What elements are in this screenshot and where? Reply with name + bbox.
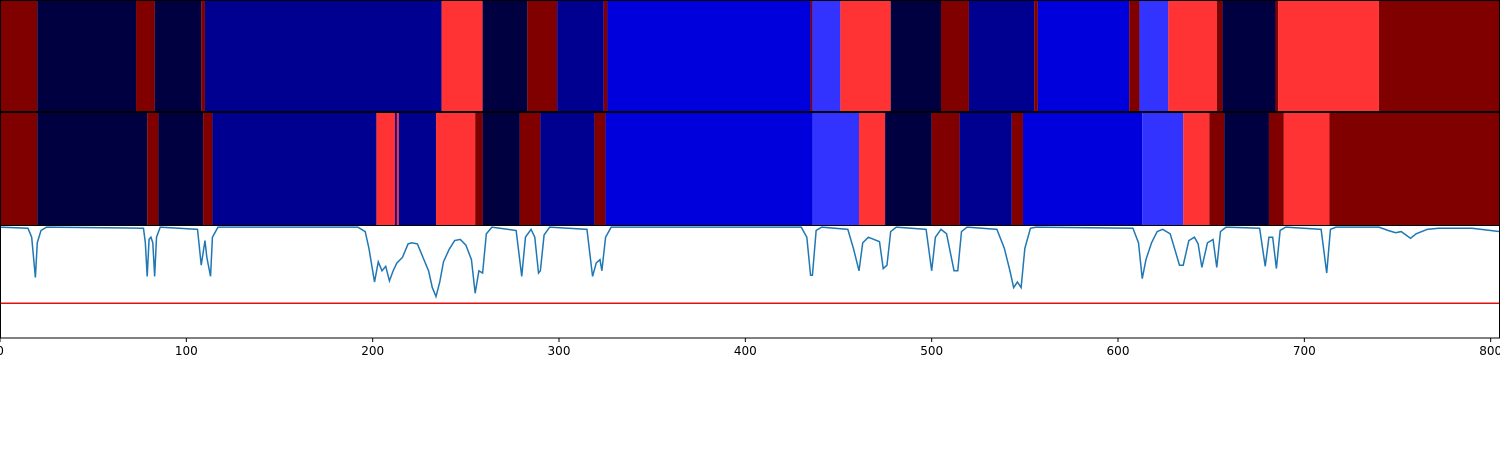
segment <box>890 1 941 111</box>
segment <box>1222 1 1276 111</box>
segment <box>527 1 558 111</box>
segment <box>1275 1 1279 111</box>
segment <box>1216 1 1223 111</box>
segment <box>212 113 377 225</box>
segment <box>1224 113 1269 225</box>
segment <box>201 1 205 111</box>
segment <box>540 113 595 225</box>
segment <box>136 1 155 111</box>
x-tick-label: 600 <box>1107 344 1130 358</box>
x-tick-label: 200 <box>361 344 384 358</box>
x-tick-label: 700 <box>1293 344 1316 358</box>
segment <box>968 1 1035 111</box>
segment <box>607 1 811 111</box>
panel-frame <box>0 225 1500 339</box>
segment <box>482 1 528 111</box>
segment <box>1268 113 1284 225</box>
segment <box>940 1 969 111</box>
segment <box>1011 113 1023 225</box>
segment <box>396 113 399 225</box>
segment <box>158 113 204 225</box>
segment <box>204 1 442 111</box>
segment <box>1168 1 1217 111</box>
segment <box>1142 113 1184 225</box>
x-tick-label: 800 <box>1479 344 1500 358</box>
segment <box>1022 113 1143 225</box>
segment <box>1278 1 1379 111</box>
x-tick-label: 0 <box>0 344 4 358</box>
segment <box>557 1 604 111</box>
segment <box>812 1 841 111</box>
segment <box>37 113 148 225</box>
x-tick-label: 100 <box>175 344 198 358</box>
segment <box>1129 1 1140 111</box>
x-tick-label: 400 <box>734 344 757 358</box>
segment <box>1283 113 1330 225</box>
segment <box>859 113 886 225</box>
segment <box>1034 1 1038 111</box>
signal-line <box>0 226 1500 299</box>
segment <box>154 1 202 111</box>
segment <box>810 1 813 111</box>
segment <box>147 113 159 225</box>
segment <box>1209 113 1225 225</box>
segment <box>931 113 960 225</box>
segment <box>1378 1 1500 111</box>
segment <box>605 113 813 225</box>
segment <box>594 113 606 225</box>
segment <box>376 113 396 225</box>
segment <box>398 113 437 225</box>
segment <box>475 113 483 225</box>
segment <box>0 113 38 225</box>
segment <box>395 113 397 225</box>
segment <box>885 113 932 225</box>
segment <box>959 113 1012 225</box>
segment <box>0 1 38 111</box>
segment <box>37 1 137 111</box>
x-tick-label: 500 <box>920 344 943 358</box>
segment <box>603 1 608 111</box>
segment <box>203 113 213 225</box>
segment <box>812 113 860 225</box>
x-tick-label: 300 <box>548 344 571 358</box>
segment <box>482 113 520 225</box>
segment <box>1183 113 1210 225</box>
segment <box>436 113 476 225</box>
segment <box>519 113 541 225</box>
segment <box>1329 113 1500 225</box>
segment <box>840 1 891 111</box>
segment <box>441 1 483 111</box>
segment <box>1139 1 1169 111</box>
segment <box>1037 1 1130 111</box>
